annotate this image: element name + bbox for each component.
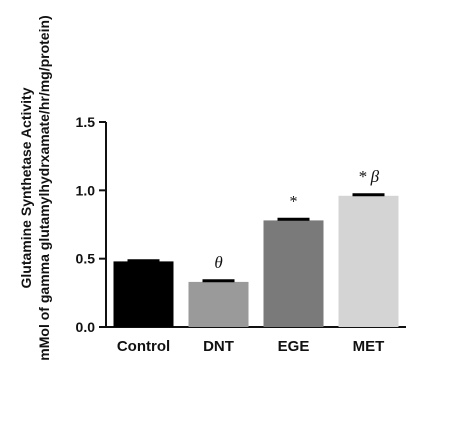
bar-met — [338, 195, 399, 327]
significance-mark: * β — [358, 167, 380, 186]
y-axis-unit: mMol of gamma glutamylhydrxamate/hr/mg/p… — [36, 15, 52, 360]
significance-marks: θ * * β — [214, 167, 379, 272]
bar-ege — [263, 220, 324, 327]
error-bars — [127, 193, 385, 283]
bar-dnt — [188, 281, 249, 327]
x-tick-label: MET — [353, 338, 385, 355]
bars — [113, 195, 399, 327]
x-tick-label: EGE — [278, 338, 310, 355]
x-tick-label: DNT — [203, 338, 234, 355]
x-tick-labels: Control DNT EGE MET — [117, 338, 385, 355]
bar-control — [113, 261, 174, 327]
y-tick-label: 1.5 — [76, 114, 96, 130]
y-axis-title: Glutamine Synthetase Activity — [18, 87, 34, 288]
significance-mark: θ — [214, 253, 222, 272]
significance-mark: * — [290, 193, 298, 210]
y-tick-label: 0.0 — [76, 319, 96, 335]
y-ticks: 0.0 0.5 1.0 1.5 — [76, 114, 106, 335]
x-tick-label: Control — [117, 338, 170, 355]
y-axis-title-group: Glutamine Synthetase Activity mMol of ga… — [18, 15, 52, 360]
y-tick-label: 0.5 — [76, 251, 96, 267]
y-tick-label: 1.0 — [76, 182, 96, 198]
